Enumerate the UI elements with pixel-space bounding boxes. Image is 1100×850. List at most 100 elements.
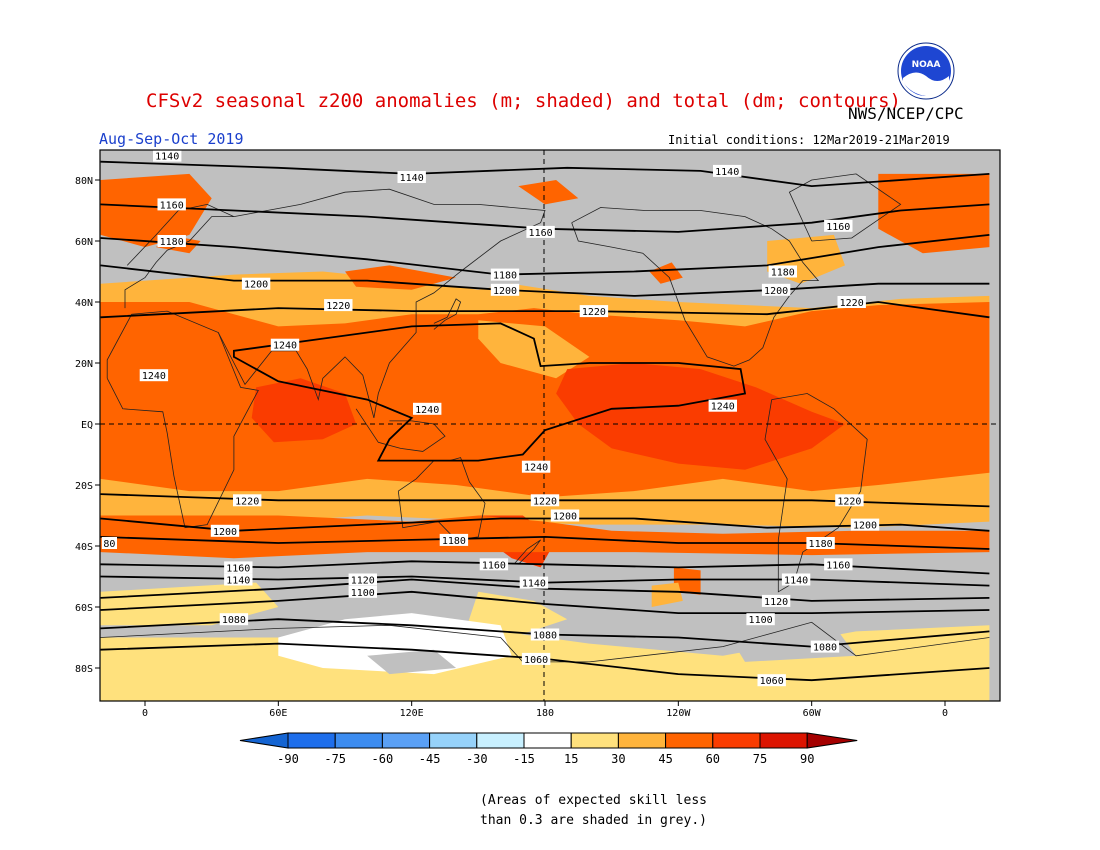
contour-label-text: 1160 xyxy=(226,563,250,574)
contour-label: 1220 xyxy=(324,299,353,312)
colorbar-tick-label: -30 xyxy=(466,752,488,766)
contour-label-text: 1180 xyxy=(160,237,184,248)
nz-coastline xyxy=(513,539,541,565)
noaa-logo-icon: NOAA xyxy=(897,42,955,100)
contour-label: 1220 xyxy=(835,494,864,507)
coastlines xyxy=(100,173,990,663)
contour-label-text: 1180 xyxy=(809,539,833,550)
contour-label-bg xyxy=(101,537,117,549)
contour-label: 1240 xyxy=(270,338,300,352)
contour-label: 1200 xyxy=(850,518,880,532)
contour-label-text: 1160 xyxy=(529,228,553,239)
map-frame xyxy=(99,149,1001,702)
contour-label-text: 1140 xyxy=(784,576,808,587)
contour-label-text: 1160 xyxy=(826,222,850,233)
contour-label-text: 1200 xyxy=(853,521,877,532)
contour-label-bg xyxy=(746,613,775,626)
contour-label: 1100 xyxy=(348,585,377,599)
contour-label: 1160 xyxy=(479,558,509,571)
skill-footnote: (Areas of expected skill less than 0.3 a… xyxy=(480,791,707,831)
contour-label-text: 1060 xyxy=(524,655,548,666)
contour-label: 1120 xyxy=(348,573,377,587)
contour-label-bg xyxy=(810,640,840,653)
contour-label: 1140 xyxy=(224,573,253,587)
contour-label-text: 1140 xyxy=(522,579,546,590)
colorbar-tick-label: 45 xyxy=(658,752,672,766)
contour-label: 1200 xyxy=(761,283,791,297)
anomaly-45-north-atlantic xyxy=(100,173,212,248)
contour-label-bg xyxy=(757,674,786,687)
contour-label-bg xyxy=(708,399,737,412)
contour-label: 1220 xyxy=(233,494,262,507)
contour-label: 1220 xyxy=(530,494,560,507)
contour-label: 1200 xyxy=(490,283,520,297)
colorbar-tick-label: 15 xyxy=(564,752,578,766)
map-plot-area: 1140 1140 1140 1160 1160 1160 1180 1180 1180 1200… xyxy=(100,150,1000,701)
contour-label-bg xyxy=(157,198,186,211)
contour-1140-north xyxy=(100,160,990,188)
contour-label-text: 1140 xyxy=(155,152,179,163)
contour-label: 1180 xyxy=(157,235,186,248)
contour-label: 1100 xyxy=(746,613,775,626)
contour-label-bg xyxy=(824,219,853,232)
anomaly-30-south-pacific-small xyxy=(651,582,683,607)
colorbar-tick-label: 30 xyxy=(611,752,625,766)
contour-label-text: 1220 xyxy=(840,298,864,309)
contour-label-bg xyxy=(324,299,353,312)
low-skill-south-america-antarctic xyxy=(722,625,857,662)
lat-tick-label: 20S xyxy=(75,481,93,492)
lat-tick-label: 40N xyxy=(75,298,93,309)
anomaly-45-south-pacific-small xyxy=(673,567,701,595)
contour-label-text: 1240 xyxy=(273,341,297,352)
colorbar-swatch xyxy=(523,732,572,749)
contour-label-bg xyxy=(479,558,509,571)
lat-tick-label: 40S xyxy=(75,542,93,553)
contour-label-text: 1220 xyxy=(837,496,861,507)
contour-1160-south xyxy=(100,560,990,575)
contour-label-bg xyxy=(521,460,551,473)
colorbar-tick-label: 90 xyxy=(800,752,814,766)
colorbar-swatch xyxy=(287,732,336,749)
contour-label-text: 80 xyxy=(103,539,115,550)
contour-label-text: 1120 xyxy=(764,597,788,608)
contour-1180-north xyxy=(100,234,990,276)
contour-label-text: 1200 xyxy=(553,512,577,523)
lon-tick-label: 120E xyxy=(400,708,424,719)
contour-label-bg xyxy=(224,561,253,574)
anomaly-45-na-west xyxy=(649,262,683,284)
contour-label-text: 1180 xyxy=(771,268,795,279)
australia-coastline xyxy=(397,457,486,541)
contour-label: 1140 xyxy=(519,576,549,590)
contour-label-bg xyxy=(490,268,520,281)
lon-tick-label: 120W xyxy=(666,708,691,719)
contour-label-text: 1240 xyxy=(415,405,439,416)
contour-label-text: 1140 xyxy=(400,173,424,184)
contour-1160-north xyxy=(100,203,990,233)
lat-tick-label: 20N xyxy=(75,359,93,370)
colorbar-swatch xyxy=(759,732,808,749)
contour-label: 1200 xyxy=(550,509,580,523)
colorbar-swatch xyxy=(381,732,431,749)
contour-label: 1160 xyxy=(224,561,253,574)
contour-label-bg xyxy=(824,558,853,571)
map-title: CFSv2 seasonal z200 anomalies (m; shaded… xyxy=(146,90,901,112)
contour-label: 1180 xyxy=(768,265,797,279)
contour-label-bg xyxy=(837,296,866,308)
lon-tick-label: 0 xyxy=(142,708,148,719)
contour-label-text: 1200 xyxy=(244,280,268,291)
contour-label: 1060 xyxy=(757,674,786,687)
lon-tick-label: 0 xyxy=(942,708,948,719)
contour-label: 1140 xyxy=(781,573,811,587)
contour-label-text: 1200 xyxy=(493,286,517,297)
contour-label-bg xyxy=(761,594,791,607)
low-skill-antarctic xyxy=(367,649,457,675)
colorbar-swatch xyxy=(429,732,478,749)
contour-labels: 1140 1140 1140 1160 1160 1160 1180 1180 1180 1200… xyxy=(101,150,880,687)
colorbar-swatch xyxy=(712,732,761,749)
contour-label-text: 1100 xyxy=(351,588,375,599)
contour-label-bg xyxy=(526,225,555,238)
contour-label: 1200 xyxy=(241,277,271,291)
contour-label: 1240 xyxy=(521,460,551,474)
contour-label: 1120 xyxy=(761,594,791,608)
